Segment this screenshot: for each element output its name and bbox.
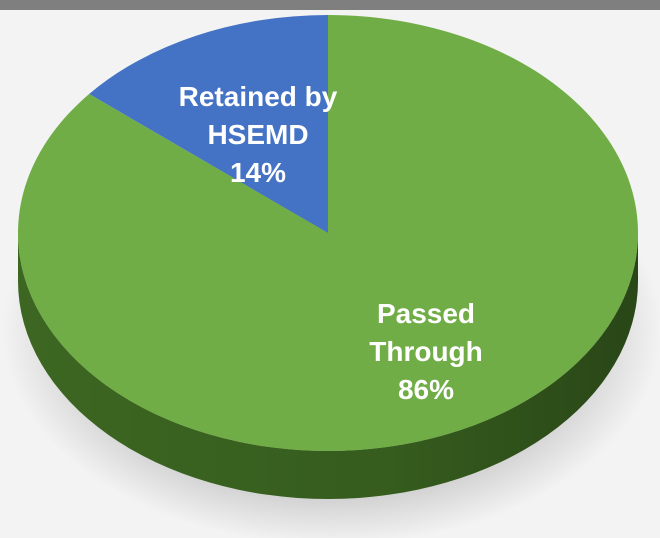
slice-name-label-1: Through (369, 336, 483, 367)
slice-name-label-0: HSEMD (207, 119, 308, 150)
pie-slice-0 (89, 15, 328, 233)
top-border (0, 0, 660, 10)
slice-name-label-1: Passed (377, 298, 475, 329)
pie-sides (18, 233, 638, 499)
pie-tops (17, 15, 639, 451)
pie-slice-1 (17, 15, 639, 451)
slice-percent-label-1: 86% (398, 374, 454, 405)
slice-percent-label-0: 14% (230, 157, 286, 188)
pie-slice-side-shade-1 (18, 233, 638, 499)
slice-name-label-0: Retained by (179, 81, 338, 112)
pie-labels: Retained by HSEMD 14% Passed Through 86% (179, 81, 483, 405)
